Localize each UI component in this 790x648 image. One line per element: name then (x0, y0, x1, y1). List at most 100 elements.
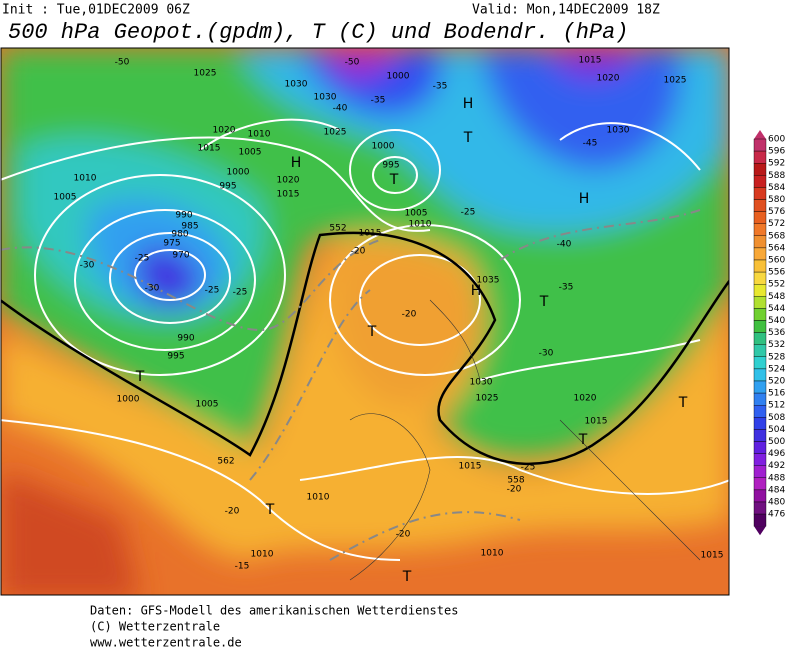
contour-label: 990 (177, 334, 194, 344)
pressure-center: T (678, 395, 688, 411)
contour-label: 1015 (198, 144, 221, 154)
colorbar-swatch (753, 368, 767, 382)
init-text: Init : Tue,01DEC2009 06Z (2, 3, 190, 18)
pressure-center: T (539, 294, 549, 310)
contour-label: -25 (521, 463, 536, 473)
contour-label: 1005 (54, 193, 77, 203)
contour-label: 1015 (459, 462, 482, 472)
colorbar-label: 500 (768, 437, 785, 447)
contour-label: -50 (115, 58, 130, 68)
colorbar-label: 508 (768, 413, 785, 423)
contour-label: 1030 (314, 93, 337, 103)
pressure-center: T (463, 130, 473, 146)
colorbar-label: 556 (768, 268, 785, 278)
contour-label: 1025 (476, 394, 499, 404)
contour-label: 995 (167, 352, 184, 362)
colorbar-label: 580 (768, 195, 785, 205)
colorbar-label: 480 (768, 498, 785, 508)
colorbar-label: 524 (768, 364, 785, 374)
contour-label: 1005 (196, 400, 219, 410)
colorbar-label: 544 (768, 304, 785, 314)
contour-label: 980 (171, 230, 188, 240)
colorbar-swatch (753, 199, 767, 212)
contour-label: 1005 (239, 148, 262, 158)
colorbar-swatch (753, 187, 767, 200)
contour-label: -30 (145, 284, 160, 294)
contour-label: -25 (205, 286, 220, 296)
colorbar-label: 520 (768, 377, 785, 387)
contour-label: 1030 (285, 80, 308, 90)
colorbar-swatch (753, 150, 767, 164)
contour-label: -30 (539, 349, 554, 359)
contour-label: 990 (175, 211, 192, 221)
contour-label: 1020 (213, 126, 236, 136)
map-title: 500 hPa Geopot.(gpdm), T (C) und Bodendr… (8, 20, 629, 45)
pressure-center: H (463, 96, 474, 112)
contour-label: -50 (345, 58, 360, 68)
colorbar-label: 552 (768, 280, 785, 290)
contour-label: 1000 (372, 142, 395, 152)
footer-line: www.wetterzentrale.de (90, 636, 242, 648)
colorbar-swatch (753, 235, 767, 249)
colorbar-swatch (753, 271, 767, 285)
colorbar-swatch (753, 501, 767, 515)
colorbar-label: 528 (768, 352, 785, 362)
contour-label: -45 (583, 139, 598, 149)
colorbar-swatch (753, 392, 767, 406)
contour-label: 995 (219, 182, 236, 192)
contour-label: 1010 (409, 220, 432, 230)
pressure-center: T (402, 569, 412, 585)
colorbar-swatch (753, 308, 767, 321)
colorbar-swatch (753, 296, 767, 309)
contour-label: -20 (402, 310, 417, 320)
contour-label: 1020 (574, 394, 597, 404)
contour-label: 1025 (324, 128, 347, 138)
colorbar-cap (754, 130, 766, 139)
contour-label: 1005 (405, 209, 428, 219)
contour-label: 1030 (470, 378, 493, 388)
colorbar-label: 572 (768, 219, 785, 229)
contour-label: 1030 (607, 126, 630, 136)
colorbar-swatch (753, 380, 767, 394)
contour-label: -35 (559, 283, 574, 293)
footer-line: Daten: GFS-Modell des amerikanischen Wet… (90, 604, 458, 618)
pressure-center: T (367, 324, 377, 340)
contour-label: 995 (382, 161, 399, 171)
pressure-center: T (389, 172, 399, 188)
colorbar-label: 516 (768, 389, 785, 399)
colorbar-label: 592 (768, 159, 785, 169)
colorbar-swatch (753, 441, 767, 454)
colorbar-swatch (753, 429, 767, 442)
contour-label: 1010 (74, 174, 97, 184)
colorbar-swatch (753, 162, 767, 176)
colorbar-label: 596 (768, 147, 785, 157)
colorbar-label: 576 (768, 207, 785, 217)
colorbar-swatch (753, 405, 767, 418)
contour-label: 1025 (664, 76, 687, 86)
colorbar-cap (754, 526, 766, 536)
contour-label: 562 (217, 457, 234, 467)
contour-label: -15 (235, 562, 250, 572)
contour-label: -20 (351, 247, 366, 257)
colorbar-label: 588 (768, 171, 785, 181)
contour-label: 1010 (307, 493, 330, 503)
colorbar-swatch (753, 453, 767, 466)
map-area: -50 1025 1030 -50 1000 -35 1015 1020 1025 1030 H T 1… (1, 48, 729, 595)
contour-label: 1025 (194, 69, 217, 79)
colorbar-label: 564 (768, 243, 785, 253)
contour-label: -35 (371, 96, 386, 106)
colorbar-label: 492 (768, 461, 785, 471)
pressure-center: H (579, 191, 590, 207)
map-frame (0, 47, 730, 596)
colorbar-label: 536 (768, 328, 785, 338)
pressure-center: T (578, 432, 588, 448)
colorbar-label: 532 (768, 340, 785, 350)
colorbar-label: 568 (768, 231, 785, 241)
contour-label: -20 (507, 485, 522, 495)
colorbar-swatch (753, 513, 767, 527)
contour-label: -40 (333, 104, 348, 114)
contour-label: 1020 (277, 176, 300, 186)
contour-label: 1000 (117, 395, 140, 405)
colorbar-swatch (753, 320, 767, 333)
